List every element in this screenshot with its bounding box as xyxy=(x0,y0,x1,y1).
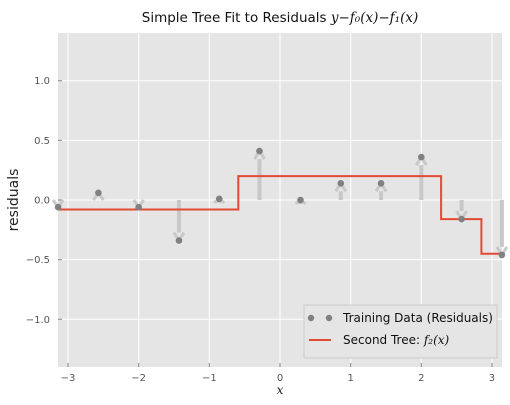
chart-title-math: y−f₀(x)−f₁(x) xyxy=(330,10,418,26)
training-data-point xyxy=(256,147,263,155)
training-data-point xyxy=(215,195,223,203)
training-data-point xyxy=(135,203,142,211)
chart-title: Simple Tree Fit to Residuals y−f₀(x)−f₁(… xyxy=(142,10,418,26)
y-tick-label: −0.5 xyxy=(26,255,50,266)
legend-label-tree-text: Second Tree: xyxy=(343,333,424,347)
legend-label-tree-math: f₂(x) xyxy=(423,333,450,347)
training-data-point xyxy=(175,237,183,244)
training-data-point xyxy=(498,251,506,259)
legend-marker-right xyxy=(325,314,333,322)
residual-arrows xyxy=(51,148,509,258)
y-tick-label: 0.0 xyxy=(34,196,50,207)
training-data-point xyxy=(337,180,345,187)
training-data-point xyxy=(54,203,62,211)
x-tick-labels: −3 −2 −1 0 1 2 3 xyxy=(61,373,496,384)
tree-fit-group xyxy=(58,175,502,255)
x-tick-label: −3 xyxy=(61,373,76,384)
training-data-point xyxy=(418,153,425,161)
y-tick-label: 0.5 xyxy=(34,136,50,147)
y-tick-label: 1.0 xyxy=(34,76,50,87)
legend: Training Data (Residuals) Second Tree: f… xyxy=(303,304,498,359)
x-tick-label: −1 xyxy=(202,373,217,384)
x-axis-label: x xyxy=(277,383,284,397)
x-tick-label: 0 xyxy=(277,373,283,384)
legend-marker-left xyxy=(307,314,315,322)
x-tick-label: −2 xyxy=(131,373,146,384)
data-points xyxy=(54,147,506,259)
y-tick-label: −1.0 xyxy=(26,315,50,326)
legend-label-tree: Second Tree: f₂(x) xyxy=(343,333,450,347)
y-tick-labels: −1.0 −0.5 0.0 0.5 1.0 xyxy=(26,76,50,326)
y-axis-label: residuals xyxy=(6,169,22,232)
legend-label-training: Training Data (Residuals) xyxy=(342,311,493,325)
x-tick-label: 1 xyxy=(347,373,353,384)
second-tree-step-line xyxy=(58,175,502,255)
chart-title-text: Simple Tree Fit to Residuals xyxy=(142,10,331,26)
training-data-point xyxy=(377,180,385,187)
training-data-point xyxy=(95,189,102,197)
legend-box xyxy=(303,304,498,359)
x-tick-label: 3 xyxy=(489,373,495,384)
x-tick-label: 2 xyxy=(418,373,424,384)
training-data-point xyxy=(458,215,465,223)
training-data-point xyxy=(297,196,304,204)
